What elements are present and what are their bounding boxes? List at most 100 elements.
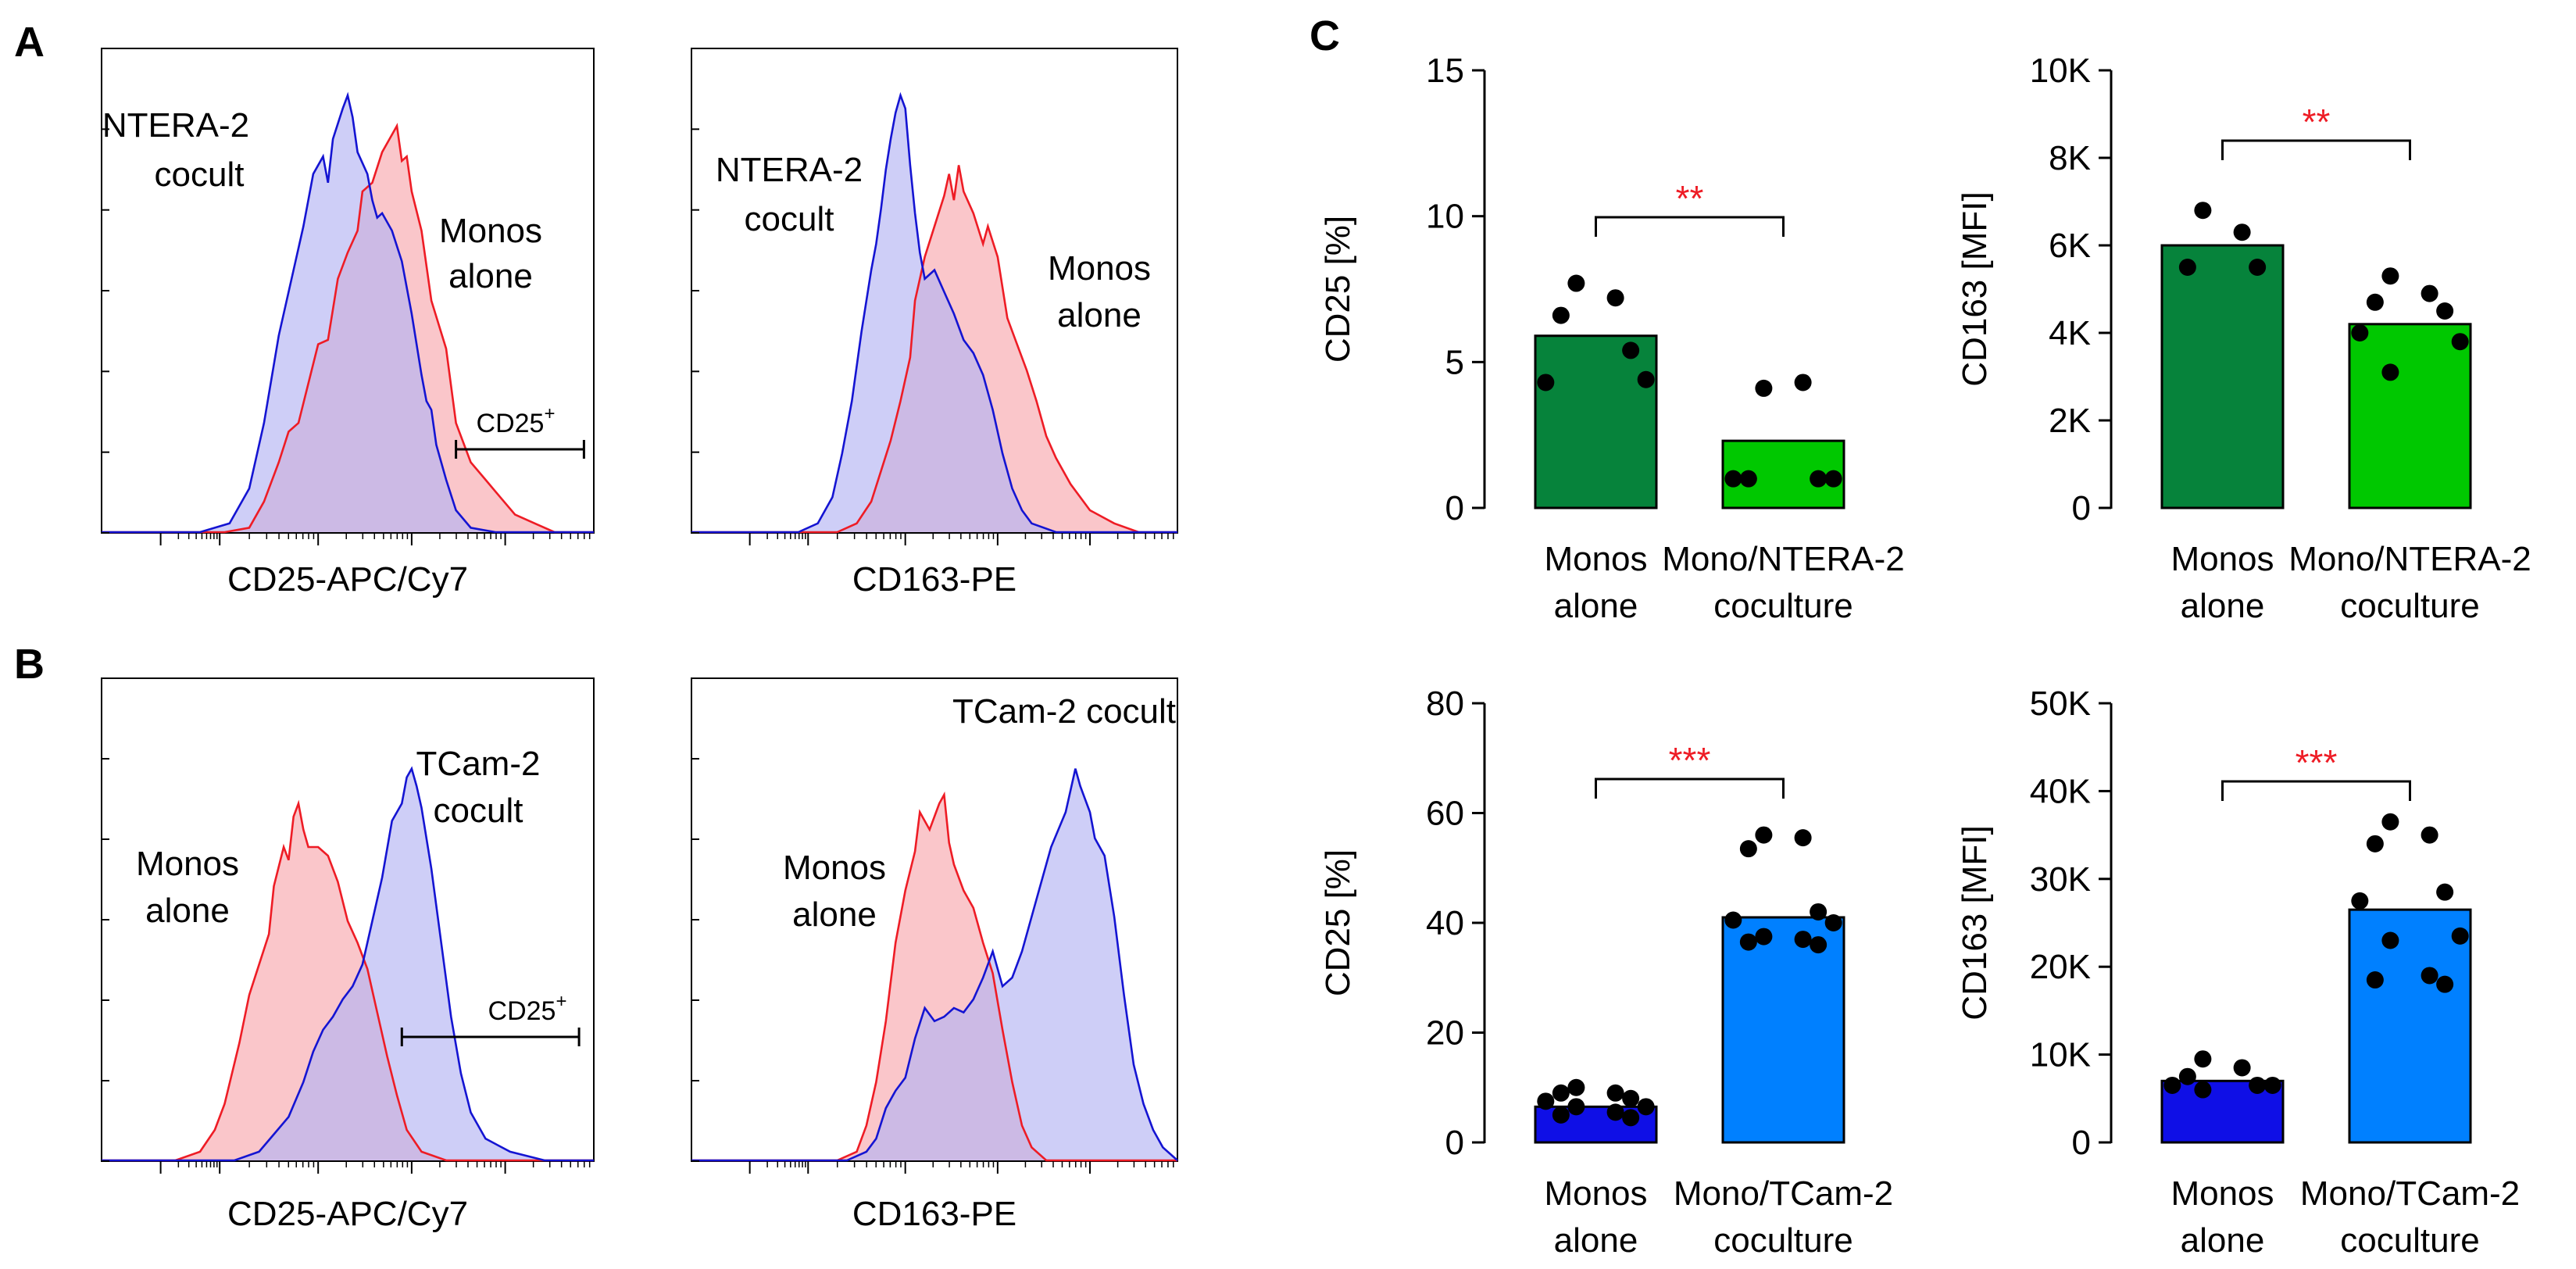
- red-curve-label: Monos: [1048, 249, 1151, 288]
- blue-curve-label: TCam-2 cocult: [952, 692, 1176, 731]
- data-point: [2233, 223, 2251, 241]
- data-point: [1622, 341, 1640, 359]
- histogram-B2: CD163-PE TCam-2 cocult Monos alone: [691, 677, 1178, 1233]
- y-tick-label: 0: [1445, 1124, 1464, 1162]
- data-point: [2233, 1059, 2251, 1077]
- category-label: alone: [1554, 587, 1638, 625]
- red-histogram-fill: [102, 803, 594, 1160]
- y-tick-label: 80: [1426, 685, 1464, 723]
- category-label: alone: [2181, 1221, 2265, 1260]
- y-tick-label: 2K: [2049, 402, 2091, 440]
- data-point: [1755, 928, 1773, 945]
- data-point: [1552, 306, 1570, 324]
- red-curve-label: alone: [448, 257, 533, 295]
- data-point: [1567, 1098, 1585, 1116]
- category-label: alone: [2181, 587, 2265, 625]
- data-point: [1824, 914, 1842, 931]
- y-tick-label: 10: [1426, 198, 1464, 236]
- blue-histogram-line: [102, 766, 594, 1162]
- category-label: coculture: [2340, 587, 2480, 625]
- data-point: [2421, 826, 2438, 844]
- category-label: Monos: [2170, 1174, 2274, 1213]
- category-label: Mono/NTERA-2: [2288, 540, 2531, 578]
- data-point: [1606, 1084, 1624, 1102]
- y-tick-label: 0: [2072, 489, 2091, 527]
- y-tick-label: 40: [1426, 904, 1464, 942]
- data-point: [2351, 892, 2369, 910]
- data-point: [2163, 1076, 2181, 1094]
- blue-curve-label: cocult: [745, 200, 834, 238]
- data-point: [2178, 259, 2196, 276]
- data-point: [2436, 975, 2454, 993]
- data-point: [1552, 1084, 1570, 1102]
- blue-curve-label: cocult: [434, 792, 523, 830]
- bar-2: [1721, 916, 1845, 1144]
- data-point: [1810, 470, 1827, 488]
- data-point: [1739, 840, 1757, 858]
- blue-histogram-fill: [102, 95, 594, 532]
- data-point: [1810, 936, 1827, 954]
- data-point: [1552, 1106, 1570, 1124]
- significance-bracket: [1595, 216, 1785, 237]
- data-point: [1810, 903, 1827, 920]
- data-point: [2436, 883, 2454, 901]
- red-curve-label: Monos: [783, 849, 886, 887]
- significance-bracket: [2221, 780, 2411, 801]
- data-point: [2249, 1076, 2267, 1094]
- bar-chart-panels: 0 5 10 15 CD25 [%] Monos alone Mono/NTERA-2 cocu…: [1319, 52, 2531, 1260]
- data-point: [1739, 933, 1757, 951]
- red-histogram-line: [691, 165, 1177, 534]
- bar-chart-C2: 0 2K 4K 6K 8K 10K CD163 [MFI] Monos alone Mono/NT…: [1956, 52, 2531, 625]
- blue-curve-label: cocult: [155, 155, 245, 194]
- blue-curve-label: NTERA-2: [102, 106, 249, 145]
- blue-histogram-fill: [102, 768, 594, 1160]
- category-label: Mono/TCam-2: [1674, 1174, 1893, 1213]
- y-tick-label: 4K: [2049, 314, 2091, 352]
- significance-bracket: [2221, 139, 2411, 160]
- histogram-x-label: CD25-APC/Cy7: [227, 560, 468, 599]
- gate-label: CD25+: [477, 403, 556, 438]
- blue-histogram-line: [691, 768, 1178, 1162]
- data-point: [2178, 1067, 2196, 1085]
- y-tick-label: 10K: [2030, 1036, 2091, 1074]
- bar-2: [2348, 908, 2472, 1144]
- category-label: Monos: [1544, 540, 1647, 578]
- significance-stars: ***: [2296, 742, 2338, 783]
- blue-curve-label: NTERA-2: [716, 151, 863, 189]
- red-curve-label: alone: [792, 895, 877, 934]
- bar-1: [1534, 334, 1658, 509]
- data-point: [1755, 379, 1773, 397]
- y-tick-label: 60: [1426, 795, 1464, 833]
- data-point: [2421, 967, 2438, 985]
- gate-label: CD25+: [488, 991, 567, 1026]
- category-label: coculture: [1713, 1221, 1853, 1260]
- y-tick-label: 15: [1426, 52, 1464, 90]
- data-point: [2381, 267, 2399, 285]
- y-tick-label: 5: [1445, 343, 1464, 381]
- gate-label-superscript: +: [556, 991, 566, 1012]
- data-point: [1739, 470, 1757, 488]
- blue-histogram-fill: [691, 768, 1177, 1160]
- data-point: [1567, 1078, 1585, 1096]
- bar-2: [1721, 439, 1845, 509]
- data-point: [2194, 1081, 2212, 1099]
- data-point: [2451, 333, 2469, 351]
- significance-bracket: [1595, 777, 1785, 799]
- red-curve-label: Monos: [439, 212, 542, 250]
- red-histogram-line: [102, 123, 594, 534]
- histogram-x-label: CD25-APC/Cy7: [227, 1195, 468, 1233]
- blue-histogram-line: [691, 91, 1177, 534]
- y-axis-label: CD25 [%]: [1319, 216, 1357, 363]
- y-tick-label: 10K: [2030, 52, 2091, 90]
- significance-stars: ***: [1669, 740, 1711, 781]
- data-point: [2351, 324, 2369, 341]
- data-point: [1622, 1089, 1640, 1107]
- histogram-x-label: CD163-PE: [852, 1195, 1016, 1233]
- y-tick-label: 20: [1426, 1014, 1464, 1053]
- y-tick-label: 50K: [2030, 685, 2091, 723]
- data-point: [2366, 971, 2384, 989]
- gate-label-superscript: +: [544, 403, 555, 424]
- data-point: [2381, 931, 2399, 949]
- data-point: [1794, 931, 1812, 949]
